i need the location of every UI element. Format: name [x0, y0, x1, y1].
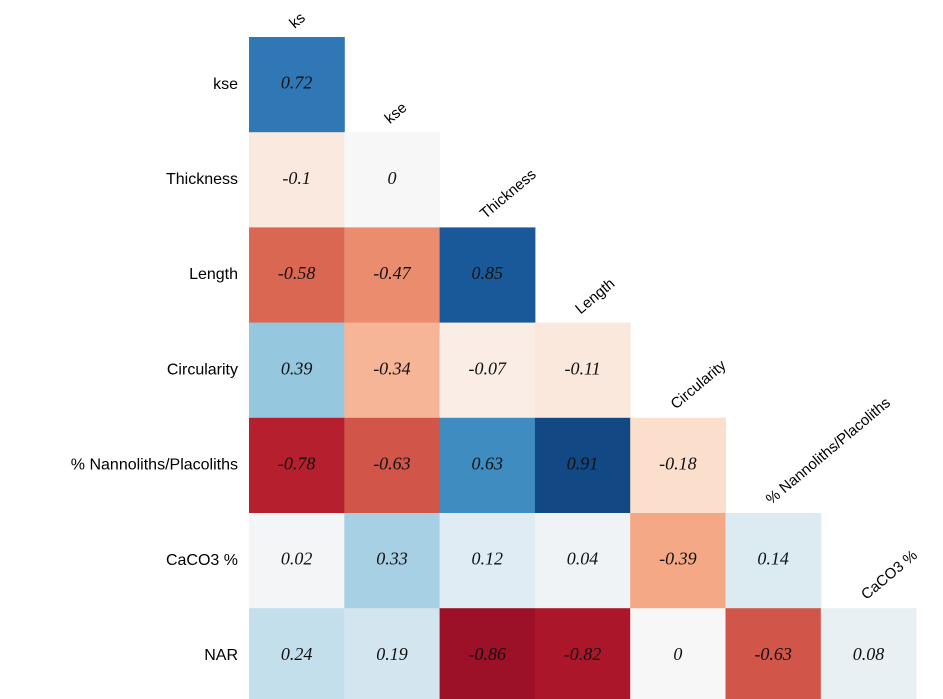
column-label: CaCO3 % — [858, 547, 921, 603]
heatmap-cell — [630, 417, 726, 514]
cell-value: -0.63 — [754, 644, 792, 664]
column-label: % Nannoliths/Placoliths — [763, 394, 894, 508]
cell-value: 0.02 — [281, 549, 313, 569]
heatmap-cell — [534, 608, 631, 699]
heatmap-cell — [249, 132, 345, 228]
row-label: Circularity — [167, 361, 238, 378]
heatmap-cell — [534, 322, 631, 419]
cell-value: 0.24 — [281, 644, 313, 664]
heatmap-cell — [630, 608, 726, 699]
heatmap-cell — [249, 513, 345, 609]
column-label: Thickness — [477, 166, 540, 222]
heatmap-cell — [439, 417, 536, 514]
cell-value: 0.72 — [281, 73, 313, 93]
heatmap-cell — [344, 132, 441, 228]
cell-value: -0.1 — [282, 168, 311, 188]
cell-value: -0.86 — [469, 644, 507, 664]
heatmap-cell — [249, 227, 345, 324]
cell-value: -0.11 — [564, 358, 600, 378]
row-label: Length — [189, 266, 238, 283]
row-label: CaCO3 % — [166, 552, 238, 569]
column-label: Length — [572, 275, 618, 318]
cell-value: 0 — [387, 168, 396, 188]
heatmap-cell — [725, 608, 822, 699]
cell-value: -0.07 — [469, 358, 507, 378]
row-label: % Nannoliths/Placoliths — [71, 457, 238, 474]
heatmap-cell — [344, 513, 441, 609]
row-label: kse — [213, 76, 238, 93]
cell-value: -0.18 — [659, 454, 697, 474]
heatmap-cell — [534, 417, 631, 514]
heatmap-cell — [439, 322, 536, 419]
heatmap-cell — [630, 513, 726, 609]
cell-value: 0.14 — [757, 549, 789, 569]
cell-value: -0.78 — [278, 454, 316, 474]
heatmap-cell — [439, 608, 536, 699]
cell-value: -0.47 — [373, 263, 411, 283]
cell-value: -0.82 — [564, 644, 602, 664]
heatmap-cell — [249, 37, 345, 133]
heatmap-cell — [725, 513, 822, 609]
heatmap-cell — [249, 417, 345, 514]
cell-value: 0.12 — [472, 549, 504, 569]
heatmap-cell — [249, 608, 345, 699]
heatmap-cell — [344, 608, 441, 699]
heatmap-cell — [534, 513, 631, 609]
heatmap-cell — [820, 608, 917, 699]
cell-value: -0.39 — [659, 549, 697, 569]
column-label: kse — [382, 99, 411, 127]
cell-value: 0.04 — [567, 549, 599, 569]
heatmap-cell — [344, 322, 441, 419]
column-label: Circularity — [667, 357, 729, 413]
cell-value: 0.08 — [853, 644, 885, 664]
heatmap-cell — [439, 513, 536, 609]
cell-value: 0.85 — [472, 263, 504, 283]
row-label: NAR — [204, 647, 238, 664]
column-label: ks — [286, 9, 308, 32]
cell-value: -0.58 — [278, 263, 316, 283]
cell-value: -0.34 — [373, 358, 411, 378]
heatmap-cell — [344, 227, 441, 324]
cell-value: -0.63 — [373, 454, 411, 474]
cell-value: 0.33 — [376, 549, 408, 569]
cell-value: 0.19 — [376, 644, 408, 664]
cell-value: 0 — [673, 644, 682, 664]
cell-value: 0.39 — [281, 358, 313, 378]
heatmap-cell — [344, 417, 441, 514]
heatmap-cell — [249, 322, 345, 419]
row-label: Thickness — [166, 171, 238, 188]
cell-value: 0.91 — [567, 454, 599, 474]
cell-value: 0.63 — [472, 454, 504, 474]
heatmap-cell — [439, 227, 536, 324]
